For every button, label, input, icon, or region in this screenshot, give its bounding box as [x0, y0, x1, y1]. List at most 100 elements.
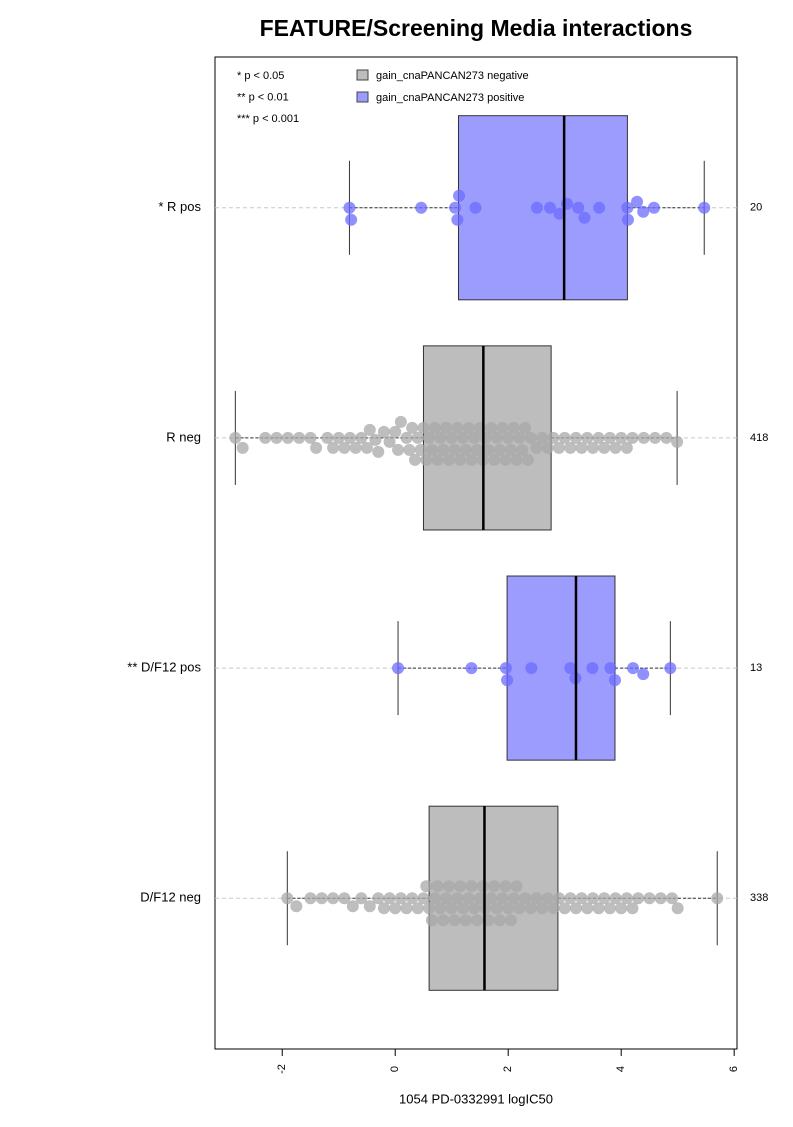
data-point [505, 443, 518, 456]
data-point [355, 431, 368, 444]
data-point [406, 421, 419, 434]
data-point [420, 453, 433, 466]
data-point [569, 902, 582, 915]
data-point [632, 892, 645, 905]
data-point [496, 892, 509, 905]
data-point [403, 443, 416, 456]
data-point [448, 914, 461, 927]
data-point [476, 880, 489, 893]
data-point [457, 431, 470, 444]
data-point [541, 441, 554, 454]
data-point [321, 431, 334, 444]
data-point [332, 431, 345, 444]
data-point [572, 201, 585, 214]
data-point [431, 453, 444, 466]
x-tick-label: 6 [728, 1066, 740, 1072]
data-point [609, 441, 622, 454]
data-point [420, 880, 433, 893]
data-point [507, 421, 520, 434]
data-point [586, 662, 599, 675]
data-point [564, 441, 577, 454]
data-point [521, 453, 534, 466]
data-point [488, 453, 501, 466]
data-point [493, 443, 506, 456]
data-point [578, 211, 591, 224]
data-point [666, 892, 679, 905]
data-point [423, 902, 436, 915]
data-point [654, 892, 667, 905]
data-point [462, 892, 475, 905]
data-point [468, 431, 481, 444]
data-point [360, 441, 373, 454]
data-point [524, 902, 537, 915]
data-point [442, 880, 455, 893]
data-point [643, 892, 656, 905]
data-point [270, 431, 283, 444]
data-point [471, 443, 484, 456]
data-point [468, 902, 481, 915]
significance-legend: * p < 0.05 [237, 70, 284, 82]
data-point [664, 662, 677, 675]
data-point [434, 431, 447, 444]
data-point [531, 201, 544, 214]
data-point [482, 443, 495, 456]
data-point [586, 441, 599, 454]
data-point [343, 201, 356, 214]
data-point [513, 902, 526, 915]
data-point [344, 431, 357, 444]
data-point [440, 892, 453, 905]
data-point [451, 213, 464, 226]
data-point [698, 201, 711, 214]
data-point [547, 902, 560, 915]
data-point [453, 189, 466, 202]
data-point [345, 213, 358, 226]
data-point [451, 421, 464, 434]
data-point [505, 914, 518, 927]
data-point [281, 431, 294, 444]
data-point [445, 431, 458, 444]
data-point [431, 880, 444, 893]
data-point [660, 431, 673, 444]
data-point [229, 431, 242, 444]
x-tick-label: -2 [276, 1064, 288, 1074]
data-point [711, 892, 724, 905]
data-point [462, 421, 475, 434]
data-point [377, 425, 390, 438]
data-point [609, 892, 622, 905]
data-point [465, 662, 478, 675]
data-point [448, 443, 461, 456]
significance-legend: *** p < 0.001 [237, 113, 299, 125]
box [506, 575, 616, 761]
n-label: 338 [750, 892, 768, 904]
data-point [575, 892, 588, 905]
data-point [459, 914, 472, 927]
data-point [417, 892, 430, 905]
data-point [598, 892, 611, 905]
data-point [394, 415, 407, 428]
data-point [394, 892, 407, 905]
data-point [392, 443, 405, 456]
data-point [581, 902, 594, 915]
data-point [637, 431, 650, 444]
data-point [411, 902, 424, 915]
data-point [637, 668, 650, 681]
data-point [304, 892, 317, 905]
data-point [338, 892, 351, 905]
data-point [603, 902, 616, 915]
data-point [637, 205, 650, 218]
data-point [586, 892, 599, 905]
data-point [408, 453, 421, 466]
data-point [389, 902, 402, 915]
data-point [415, 201, 428, 214]
data-point [442, 453, 455, 466]
data-point [304, 431, 317, 444]
data-point [310, 441, 323, 454]
data-point [383, 435, 396, 448]
data-point [615, 431, 628, 444]
data-point [620, 441, 633, 454]
data-point [536, 902, 549, 915]
data-point [369, 433, 382, 446]
data-point [647, 201, 660, 214]
data-point [349, 441, 362, 454]
data-point [315, 892, 328, 905]
